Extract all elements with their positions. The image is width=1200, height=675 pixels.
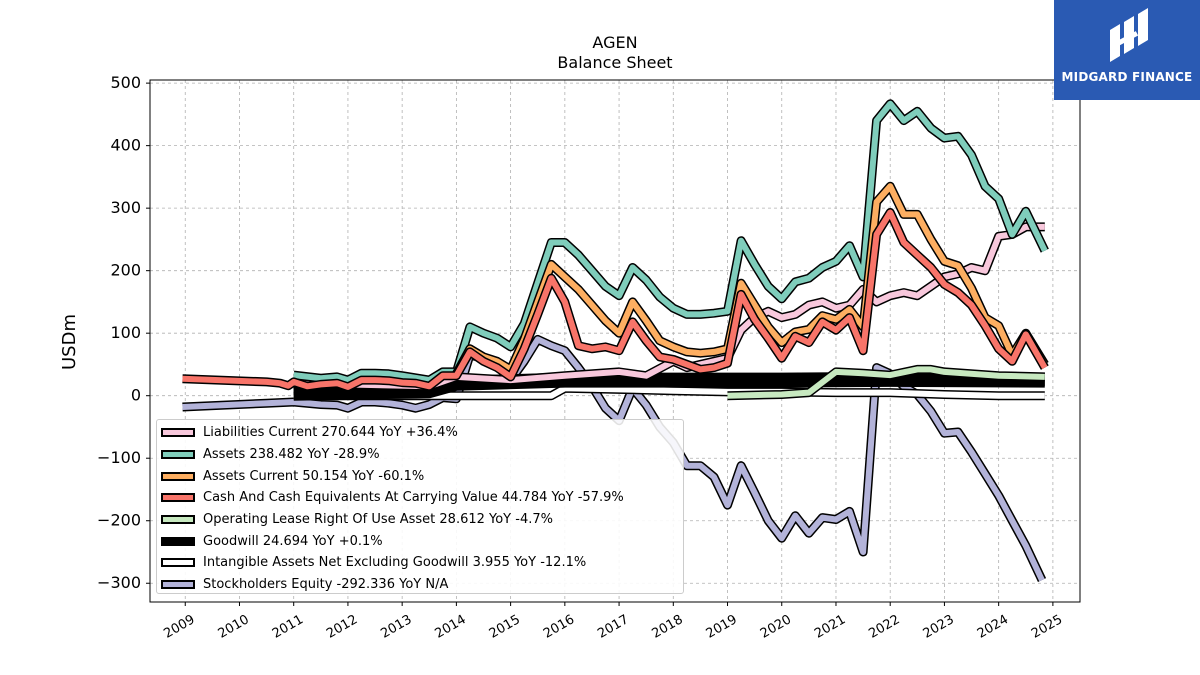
x-tick-label: 2015 [487, 612, 523, 642]
series-operating-lease-right-of-use-asset [727, 364, 1045, 401]
x-tick-label: 2022 [866, 612, 902, 642]
x-tick-label: 2013 [378, 612, 414, 642]
legend-swatch [161, 450, 195, 460]
legend-label: Goodwill 24.694 YoY +0.1% [203, 533, 383, 549]
y-axis-label: USDm [59, 314, 80, 370]
legend-label: Liabilities Current 270.644 YoY +36.4% [203, 425, 458, 441]
x-tick-label: 2020 [758, 612, 794, 642]
legend-item: Operating Lease Right Of Use Asset 28.61… [157, 509, 683, 531]
series-line [727, 366, 1045, 399]
logo-mark-icon [1110, 8, 1148, 62]
y-tick-label: −300 [97, 573, 141, 592]
legend-swatch [161, 536, 195, 546]
x-tick-label: 2012 [324, 612, 360, 642]
chart-subtitle: Balance Sheet [557, 53, 672, 72]
y-tick-label: −100 [97, 448, 141, 467]
series-line [182, 209, 1048, 390]
legend-swatch [161, 428, 195, 438]
brand-logo: MIDGARD FINANCE [1054, 0, 1200, 100]
legend-label: Assets 238.482 YoY -28.9% [203, 447, 380, 463]
y-tick-label: 400 [110, 136, 141, 155]
y-tick-label: 300 [110, 198, 141, 217]
legend-swatch [161, 515, 195, 525]
legend-swatch [161, 580, 195, 590]
x-tick-label: 2019 [704, 612, 740, 642]
x-tick-label: 2016 [541, 612, 577, 642]
legend-swatch [161, 558, 195, 568]
legend-label: Intangible Assets Net Excluding Goodwill… [203, 555, 587, 571]
series-cash-and-cash-equivalents-at-carrying-value [182, 208, 1049, 392]
brand-name: MIDGARD FINANCE [1061, 70, 1193, 84]
legend-item: Assets Current 50.154 YoY -60.1% [157, 465, 683, 487]
legend-label: Operating Lease Right Of Use Asset 28.61… [203, 512, 553, 528]
legend-label: Cash And Cash Equivalents At Carrying Va… [203, 490, 624, 506]
x-tick-label: 2023 [921, 612, 957, 642]
legend-label: Stockholders Equity -292.336 YoY N/A [203, 577, 449, 593]
legend: Liabilities Current 270.644 YoY +36.4% As… [156, 419, 684, 594]
legend-item: Cash And Cash Equivalents At Carrying Va… [157, 487, 683, 509]
legend-item: Assets 238.482 YoY -28.9% [157, 444, 683, 466]
chart-title: AGEN [592, 33, 637, 52]
y-tick-label: 100 [110, 323, 141, 342]
legend-item: Intangible Assets Net Excluding Goodwill… [157, 552, 683, 574]
x-tick-label: 2024 [975, 612, 1011, 642]
legend-label: Assets Current 50.154 YoY -60.1% [203, 468, 425, 484]
legend-swatch [161, 493, 195, 503]
y-tick-label: 0 [131, 386, 141, 405]
y-tick-label: 500 [110, 73, 141, 92]
series-line [453, 183, 1048, 376]
x-tick-label: 2017 [595, 612, 631, 642]
legend-item: Stockholders Equity -292.336 YoY N/A [157, 574, 683, 596]
y-tick-label: 200 [110, 261, 141, 280]
plot-frame [149, 79, 1081, 603]
y-tick-label: −200 [97, 511, 141, 530]
legend-item: Goodwill 24.694 YoY +0.1% [157, 530, 683, 552]
x-tick-label: 2018 [649, 612, 685, 642]
x-tick-label: 2010 [216, 612, 252, 642]
legend-item: Liabilities Current 270.644 YoY +36.4% [157, 422, 683, 444]
x-tick-label: 2011 [270, 612, 306, 642]
x-tick-label: 2025 [1029, 612, 1065, 642]
x-tick-label: 2009 [161, 612, 197, 642]
legend-swatch [161, 471, 195, 481]
x-tick-label: 2014 [433, 612, 469, 642]
x-tick-label: 2021 [812, 612, 848, 642]
series-assets-current [452, 181, 1049, 376]
